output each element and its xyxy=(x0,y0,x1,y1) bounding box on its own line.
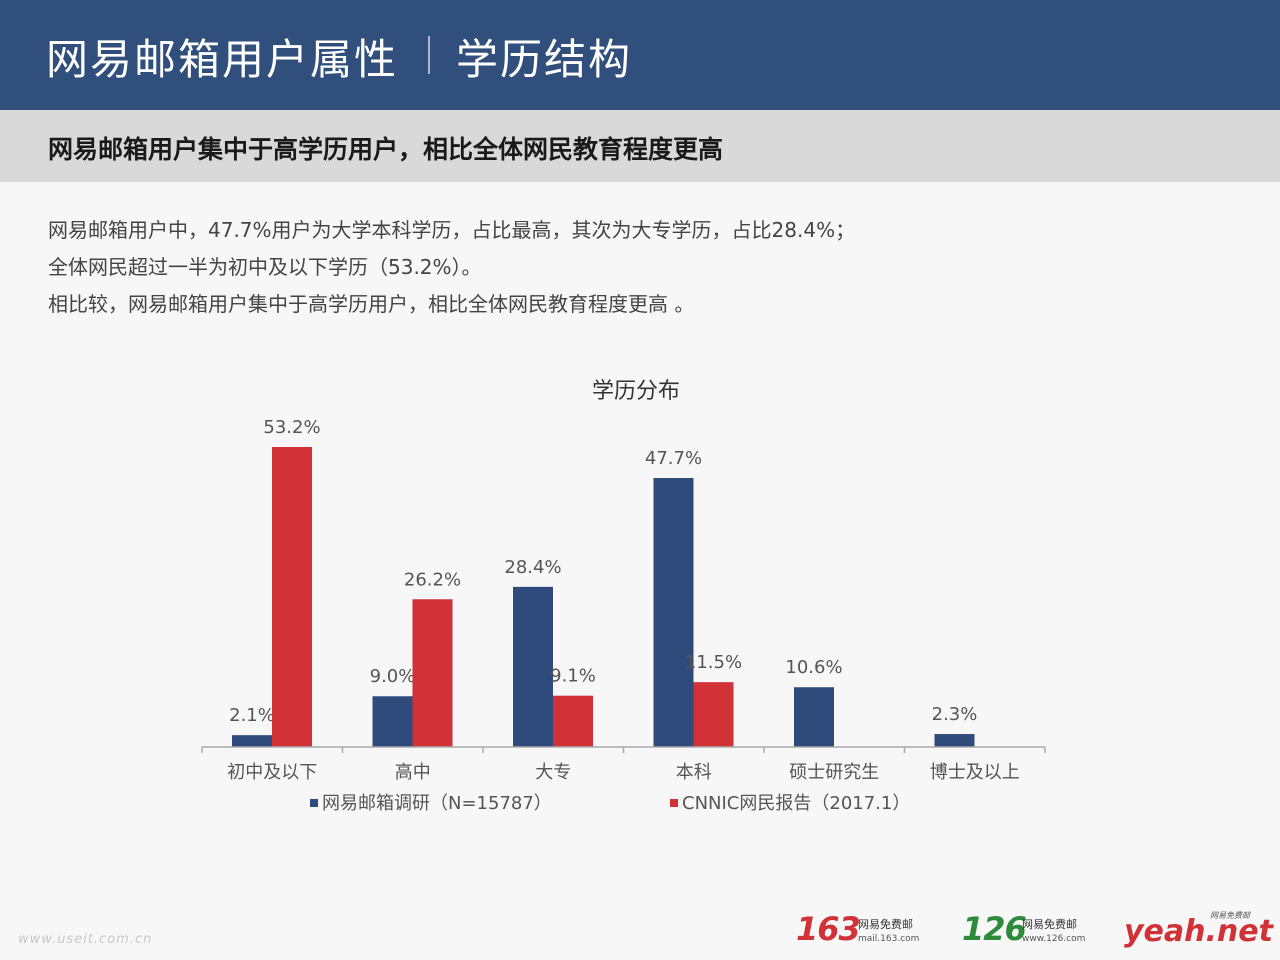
logo-126-number: 126 xyxy=(962,910,1027,948)
legend-swatch-netease xyxy=(310,799,318,807)
x-tick-label-5: 博士及以上 xyxy=(930,762,1020,783)
bar-netease-2 xyxy=(513,586,553,747)
logo-126: 126 网易免费邮 www.126.com xyxy=(962,910,1085,952)
logo-163-number: 163 xyxy=(796,910,861,948)
data-label-netease-3: 47.7% xyxy=(645,448,702,469)
headline: 网易邮箱用户集中于高学历用户，相比全体网民教育程度更高 xyxy=(48,135,724,164)
bar-netease-1 xyxy=(372,696,413,747)
x-tick-label-4: 硕士研究生 xyxy=(789,762,879,783)
bar-cnnic-0 xyxy=(272,447,312,747)
data-label-cnnic-2: 9.1% xyxy=(550,666,596,687)
bar-cnnic-2 xyxy=(553,695,593,747)
data-label-netease-2: 28.4% xyxy=(504,557,561,578)
chart-svg: 学历分布 2.1% 9.0% 28.4% 47.7% 10.6% 2.3% 53.2% 26.2… xyxy=(201,379,1046,814)
chart-title: 学历分布 xyxy=(592,379,680,404)
bar-netease-0 xyxy=(232,735,272,747)
data-label-netease-1: 9.0% xyxy=(370,666,416,687)
page-title: 网易邮箱用户属性 xyxy=(46,35,399,84)
header-bar: 网易邮箱用户属性 学历结构 xyxy=(0,0,1280,110)
x-tick-label-0: 初中及以下 xyxy=(227,762,317,783)
bar-cnnic-3 xyxy=(693,682,734,747)
logo-163-domain: mail.163.com xyxy=(858,934,920,944)
logo-yeah-tagline: 网易免费邮 xyxy=(1210,911,1250,920)
x-tick-label-2: 大专 xyxy=(535,762,571,783)
summary-text: 网易邮箱用户中，47.7%用户为大学本科学历，占比最高，其次为大专学历，占比28… xyxy=(48,212,1228,323)
logo-163: 163 网易免费邮 mail.163.com xyxy=(796,910,919,952)
legend-label-netease: 网易邮箱调研（N=15787） xyxy=(322,793,552,814)
summary-line-3: 相比较，网易邮箱用户集中于高学历用户，相比全体网民教育程度更高 。 xyxy=(48,292,695,316)
logo-163-name: 网易免费邮 xyxy=(858,918,913,931)
page-subtitle: 学历结构 xyxy=(456,35,633,84)
data-label-netease-5: 2.3% xyxy=(932,704,978,725)
logo-yeah-brand: yeah.net xyxy=(1124,914,1273,949)
data-label-cnnic-3: 11.5% xyxy=(685,652,742,673)
data-label-netease-4: 10.6% xyxy=(785,657,842,678)
bar-netease-5 xyxy=(934,734,975,747)
logo-126-domain: www.126.com xyxy=(1022,934,1086,944)
summary-line-2: 全体网民超过一半为初中及以下学历（53.2%）。 xyxy=(48,255,482,279)
bar-netease-4 xyxy=(794,687,834,747)
legend-label-cnnic: CNNIC网民报告（2017.1） xyxy=(682,793,910,814)
x-tick-label-3: 本科 xyxy=(676,762,712,783)
education-chart: 学历分布 2.1% 9.0% 28.4% 47.7% 10.6% 2.3% 53.2% 26.2… xyxy=(0,360,1280,840)
x-tick-label-1: 高中 xyxy=(395,762,431,783)
summary-line-1: 网易邮箱用户中，47.7%用户为大学本科学历，占比最高，其次为大专学历，占比28… xyxy=(48,218,856,242)
data-label-netease-0: 2.1% xyxy=(229,705,275,726)
legend-swatch-cnnic xyxy=(670,799,678,807)
headline-band: 网易邮箱用户集中于高学历用户，相比全体网民教育程度更高 xyxy=(0,110,1280,182)
data-label-cnnic-1: 26.2% xyxy=(404,569,461,590)
data-label-cnnic-0: 53.2% xyxy=(263,417,320,438)
title-divider xyxy=(428,36,430,74)
bar-netease-3 xyxy=(653,478,694,747)
logo-126-name: 网易免费邮 xyxy=(1022,918,1077,931)
watermark: www.useit.com.cn xyxy=(18,932,153,947)
bar-cnnic-1 xyxy=(412,599,453,747)
